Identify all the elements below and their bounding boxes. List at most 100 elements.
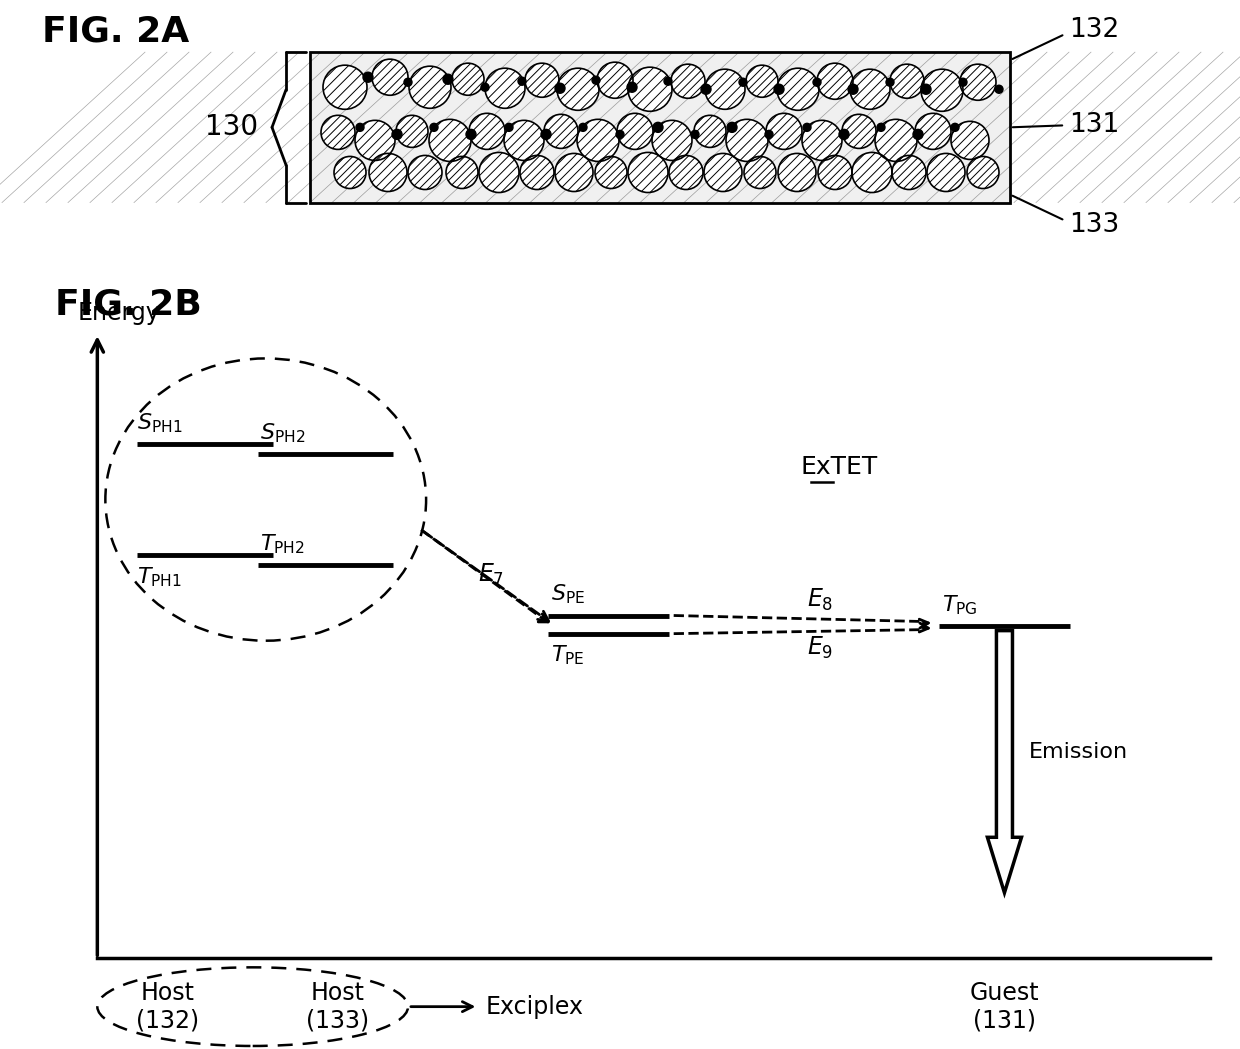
Circle shape [694,115,725,148]
Circle shape [595,156,627,189]
Circle shape [356,124,365,131]
Circle shape [777,68,818,110]
Text: $E_8$: $E_8$ [807,587,833,614]
Circle shape [479,152,520,193]
Circle shape [890,64,924,99]
Circle shape [921,69,963,111]
Circle shape [355,121,396,160]
Circle shape [802,121,842,160]
Text: ExTET: ExTET [801,455,878,479]
Circle shape [556,83,565,93]
Circle shape [481,83,489,91]
Circle shape [591,77,600,84]
Circle shape [616,130,624,138]
Circle shape [839,129,849,140]
Text: 133: 133 [1069,212,1120,238]
Circle shape [322,65,367,109]
Circle shape [670,155,703,190]
Circle shape [739,79,746,86]
Circle shape [372,59,408,95]
Text: Emission: Emission [1028,742,1127,762]
Circle shape [960,64,996,101]
Text: 132: 132 [1069,17,1120,43]
Circle shape [618,113,653,149]
Text: $T_{\mathregular{PH1}}$: $T_{\mathregular{PH1}}$ [138,565,182,588]
Circle shape [579,124,587,131]
Circle shape [852,152,892,193]
Circle shape [704,153,742,192]
Circle shape [408,155,441,190]
Circle shape [627,67,672,111]
Circle shape [671,64,706,99]
Circle shape [913,129,923,140]
Bar [310,52,1011,202]
Circle shape [766,113,802,149]
Text: FIG. 2B: FIG. 2B [56,287,202,322]
Bar [310,52,1011,202]
Text: $T_{\mathregular{PE}}$: $T_{\mathregular{PE}}$ [552,644,585,667]
Circle shape [994,85,1003,93]
Circle shape [951,124,959,131]
Circle shape [653,123,663,132]
Circle shape [396,115,428,148]
Text: $S_{\mathregular{PH2}}$: $S_{\mathregular{PH2}}$ [259,422,305,445]
Circle shape [813,79,821,86]
Circle shape [363,72,373,82]
Circle shape [777,153,816,192]
Circle shape [392,129,402,140]
Circle shape [541,129,551,140]
Circle shape [967,156,999,189]
Text: $T_{\mathregular{PG}}$: $T_{\mathregular{PG}}$ [942,593,978,617]
FancyArrow shape [987,630,1022,893]
Circle shape [887,79,894,86]
Circle shape [557,68,599,110]
Circle shape [701,84,711,94]
Text: FIG. 2A: FIG. 2A [42,14,190,48]
Text: $E_7$: $E_7$ [479,562,505,588]
Circle shape [503,121,544,160]
Circle shape [848,84,858,94]
Circle shape [706,69,745,109]
Circle shape [429,120,471,162]
Circle shape [627,82,637,92]
Text: Host
(132): Host (132) [136,981,200,1032]
Circle shape [443,74,453,84]
Circle shape [875,120,918,162]
Circle shape [446,156,477,189]
Text: Guest
(131): Guest (131) [970,981,1039,1032]
Circle shape [485,68,525,108]
Circle shape [577,120,619,162]
Circle shape [804,124,811,131]
Circle shape [453,63,484,95]
Circle shape [525,63,559,98]
Circle shape [725,120,768,162]
Circle shape [691,130,699,138]
Circle shape [596,62,632,99]
Circle shape [505,124,513,131]
Text: $S_{\mathregular{PH1}}$: $S_{\mathregular{PH1}}$ [138,411,184,435]
Circle shape [469,113,505,149]
Circle shape [774,84,784,94]
Circle shape [928,153,965,192]
Circle shape [892,155,926,190]
Text: 131: 131 [1069,112,1120,138]
Circle shape [544,114,578,148]
Text: Host
(133): Host (133) [306,981,370,1032]
Circle shape [746,65,777,98]
Circle shape [370,153,407,192]
Circle shape [817,63,853,100]
Circle shape [466,129,476,140]
Circle shape [921,84,931,94]
Circle shape [744,156,776,189]
Text: Exciplex: Exciplex [485,994,583,1019]
Circle shape [849,69,890,109]
Circle shape [652,121,692,160]
Circle shape [959,79,967,86]
Circle shape [334,156,366,189]
Circle shape [727,123,737,132]
Circle shape [518,78,526,85]
Text: $E_9$: $E_9$ [807,635,833,661]
Circle shape [951,122,990,159]
Circle shape [915,113,951,149]
Circle shape [404,79,412,86]
